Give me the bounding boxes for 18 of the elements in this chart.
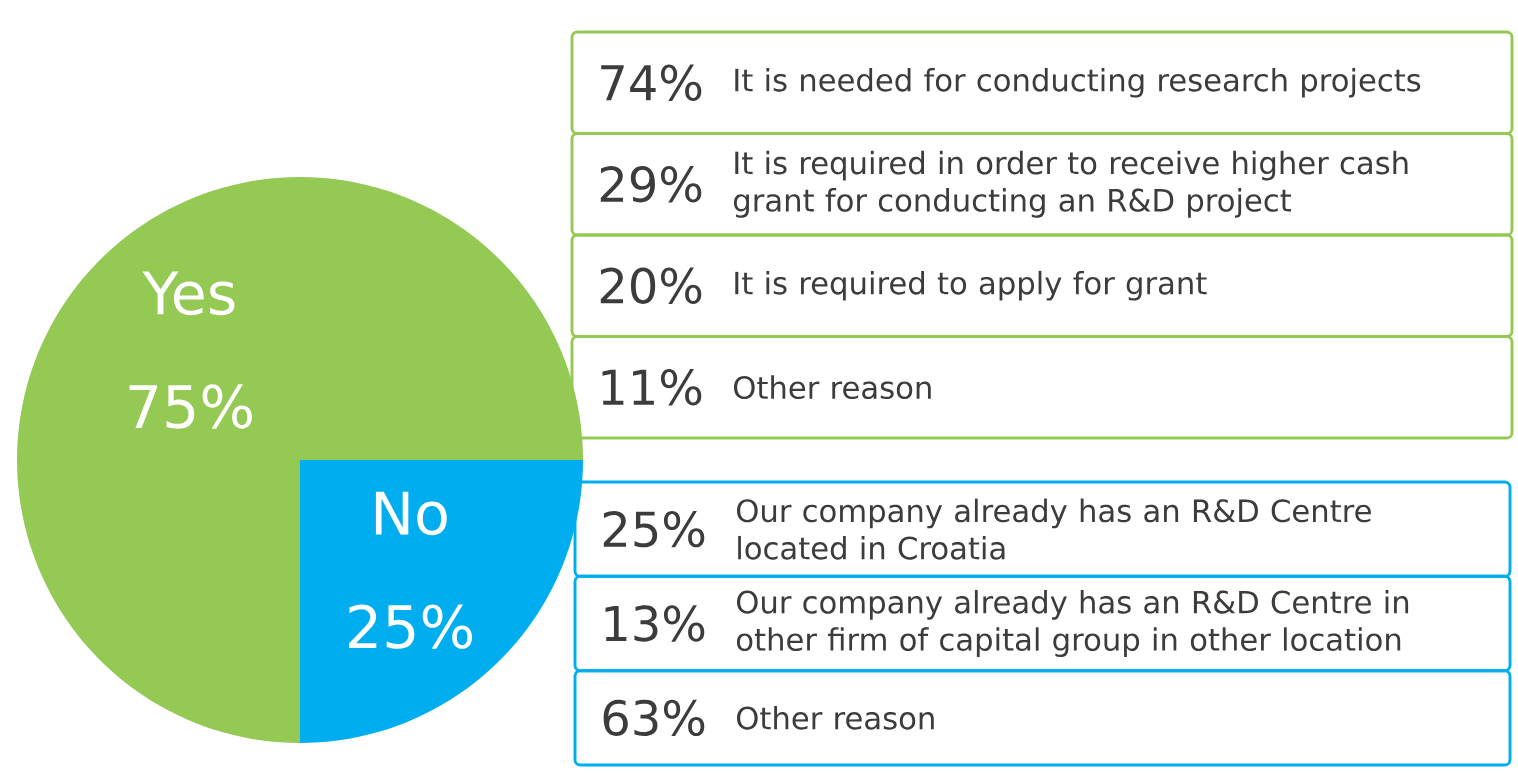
text: 74% (601, 64, 702, 101)
category-label: Other reason (736, 705, 934, 730)
slice-label: No (375, 491, 447, 536)
category-label: Other reason (733, 375, 931, 400)
data-label: 75% (129, 384, 252, 429)
category-label: It is required to apply for grant (735, 270, 1207, 301)
category-label: Our company already has an R&D Centre in other firm of capital group in other location (736, 589, 1409, 657)
category-label: It is needed for conducting research projects (735, 67, 1421, 98)
text: 13% (605, 605, 705, 642)
category-label: Our company already has an R&D Centre located in Croatia (736, 498, 1371, 560)
category-label: It is required in order to receive higher cash grant for conducting an R&D project (733, 150, 1408, 218)
text: 63% (603, 699, 705, 736)
text: 11% (602, 369, 702, 406)
text: 29% (600, 166, 702, 203)
data-label: 25% (349, 604, 472, 649)
slice-label: Yes (142, 271, 235, 316)
text: 20% (600, 267, 702, 304)
text: 25% (603, 511, 705, 548)
